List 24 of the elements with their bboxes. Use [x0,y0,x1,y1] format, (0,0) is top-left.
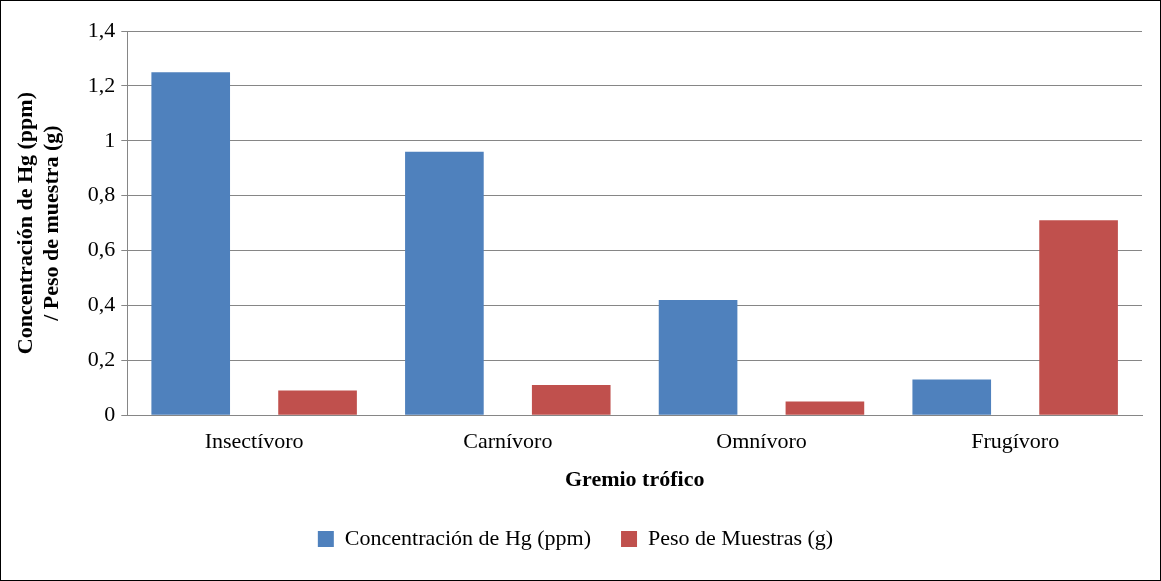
x-tick-label: Omnívoro [716,428,807,454]
bar [658,299,738,415]
bar [785,401,865,415]
x-tick-label: Carnívoro [463,428,553,454]
bar [405,151,484,415]
y-tick-label: 0,6 [87,236,116,262]
x-tick-label: Frugívoro [971,428,1060,454]
legend-label: Concentración de Hg (ppm) [344,524,592,550]
y-tick-label: 1 [104,126,116,152]
y-tick-label: 0,8 [87,181,116,207]
y-axis-title: Concentración de Hg (ppm) / Peso de muestra (g) [11,92,64,355]
x-axis-title: Gremio trófico [564,466,705,492]
bar [278,390,357,415]
bar [531,385,611,415]
y-tick-label: 1,4 [87,16,116,42]
y-tick-label: 0 [104,400,116,426]
legend-label: Peso de Muestras (g) [648,524,834,550]
bar [1039,220,1118,415]
bar [912,379,992,415]
y-tick-label: 0,4 [87,291,116,317]
y-tick-label: 1,2 [87,71,116,97]
bar [151,72,231,415]
y-tick-label: 0,2 [87,346,116,372]
x-tick-label: Insectívoro [204,428,304,454]
